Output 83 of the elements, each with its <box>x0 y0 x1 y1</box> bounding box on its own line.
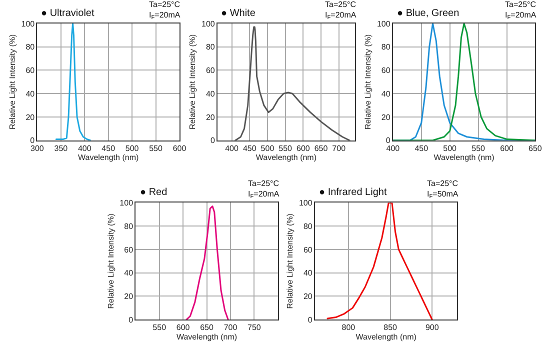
y-tick-label: 80 <box>381 42 391 52</box>
y-tick-label: 40 <box>26 89 36 98</box>
y-tick-label: 40 <box>124 268 134 278</box>
x-tick-label: 800 <box>342 323 356 332</box>
line-series <box>326 202 433 320</box>
y-tick-label: 0 <box>30 136 36 146</box>
x-tick-label: 850 <box>384 323 398 332</box>
chart-title: ● White <box>221 8 256 19</box>
chart-title: ● Blue, Green <box>397 8 460 19</box>
x-tick-label: 650 <box>200 323 214 332</box>
y-tick-label: 60 <box>26 66 36 76</box>
x-tick-label: 600 <box>172 144 187 153</box>
y-tick-label: 60 <box>303 245 313 254</box>
y-tick-label: 40 <box>381 89 391 98</box>
chart-title: ● Red <box>140 187 168 198</box>
y-tick-label: 80 <box>206 42 216 52</box>
y-tick-label: 100 <box>376 19 391 28</box>
x-axis-title: Wavelength (nm) <box>256 153 317 162</box>
text: Ta=25°C I$_{F}$=20mA <box>505 0 537 22</box>
x-axis-title: Wavelength (nm) <box>356 332 417 342</box>
line-series <box>55 23 92 140</box>
x-tick-label: 400 <box>386 144 400 153</box>
x-tick-label: 500 <box>260 144 275 153</box>
y-tick-label: 20 <box>26 112 36 122</box>
x-tick-label: 550 <box>278 144 293 153</box>
x-tick-label: 450 <box>414 144 429 153</box>
x-tick-label: 600 <box>296 144 310 153</box>
x-tick-label: 650 <box>528 144 542 153</box>
x-axis-title: Wavelength (nm) <box>434 153 495 162</box>
y-tick-label: 60 <box>124 245 134 254</box>
x-tick-label: 400 <box>78 144 92 153</box>
x-axis-title: Wavelength (nm) <box>78 153 139 162</box>
x-tick-label: 550 <box>472 144 486 153</box>
line-series <box>392 23 536 140</box>
x-tick-label: 550 <box>152 323 167 332</box>
y-tick-label: 40 <box>303 268 313 278</box>
y-tick-label: 0 <box>210 136 216 146</box>
y-axis-title: Relative Light Intensity (%) <box>188 34 198 130</box>
y-tick-label: 0 <box>128 315 134 324</box>
x-tick-label: 300 <box>30 144 44 153</box>
y-tick-label: 20 <box>381 112 391 122</box>
line-series <box>234 26 350 140</box>
y-axis-title: Relative Light Intensity (%) <box>8 34 17 130</box>
y-tick-label: 100 <box>120 198 134 208</box>
x-tick-label: 350 <box>54 144 68 153</box>
y-tick-label: 20 <box>303 292 313 302</box>
x-tick-label: 700 <box>332 144 346 153</box>
x-tick-label: 500 <box>443 144 458 153</box>
text: Ta=25°C I$_{F}$=20mA <box>325 0 357 22</box>
text: Ta=25°C I$_{F}$=20mA <box>248 179 280 200</box>
y-axis-title: Relative Light Intensity (%) <box>364 34 373 130</box>
y-tick-label: 80 <box>124 222 134 231</box>
x-tick-label: 450 <box>102 144 116 153</box>
x-tick-label: 400 <box>225 144 239 153</box>
y-tick-label: 0 <box>308 315 313 324</box>
x-axis-title: Wavelength (nm) <box>176 332 238 342</box>
y-tick-label: 100 <box>202 19 216 28</box>
x-tick-label: 650 <box>314 144 328 153</box>
x-tick-label: 600 <box>500 144 514 153</box>
y-axis-title: Relative Light Intensity (%) <box>106 213 116 309</box>
chart-title: ● Infrared Light <box>319 187 387 198</box>
line-series <box>186 205 229 320</box>
x-tick-label: 600 <box>176 323 190 332</box>
x-tick-label: 500 <box>125 144 140 153</box>
text: Ta=25°C I$_{F}$=20mA <box>149 0 181 22</box>
y-tick-label: 0 <box>386 136 391 146</box>
x-tick-label: 750 <box>248 323 262 332</box>
x-tick-label: 700 <box>224 323 238 332</box>
y-tick-label: 40 <box>206 89 216 98</box>
y-tick-label: 60 <box>381 66 391 76</box>
y-tick-label: 20 <box>124 292 134 302</box>
x-tick-label: 450 <box>242 144 257 153</box>
y-axis-title: Relative Light Intensity (%) <box>286 213 295 309</box>
y-tick-label: 80 <box>303 222 313 231</box>
y-tick-label: 20 <box>206 112 216 122</box>
x-tick-label: 900 <box>425 323 440 332</box>
chart-title: ● Ultraviolet <box>41 8 94 19</box>
text: Ta=25°C I$_{F}$=50mA <box>427 179 459 200</box>
y-tick-label: 100 <box>298 198 313 208</box>
x-tick-label: 550 <box>149 144 163 153</box>
y-tick-label: 80 <box>26 42 36 52</box>
y-tick-label: 100 <box>21 19 36 28</box>
y-tick-label: 60 <box>206 66 216 76</box>
